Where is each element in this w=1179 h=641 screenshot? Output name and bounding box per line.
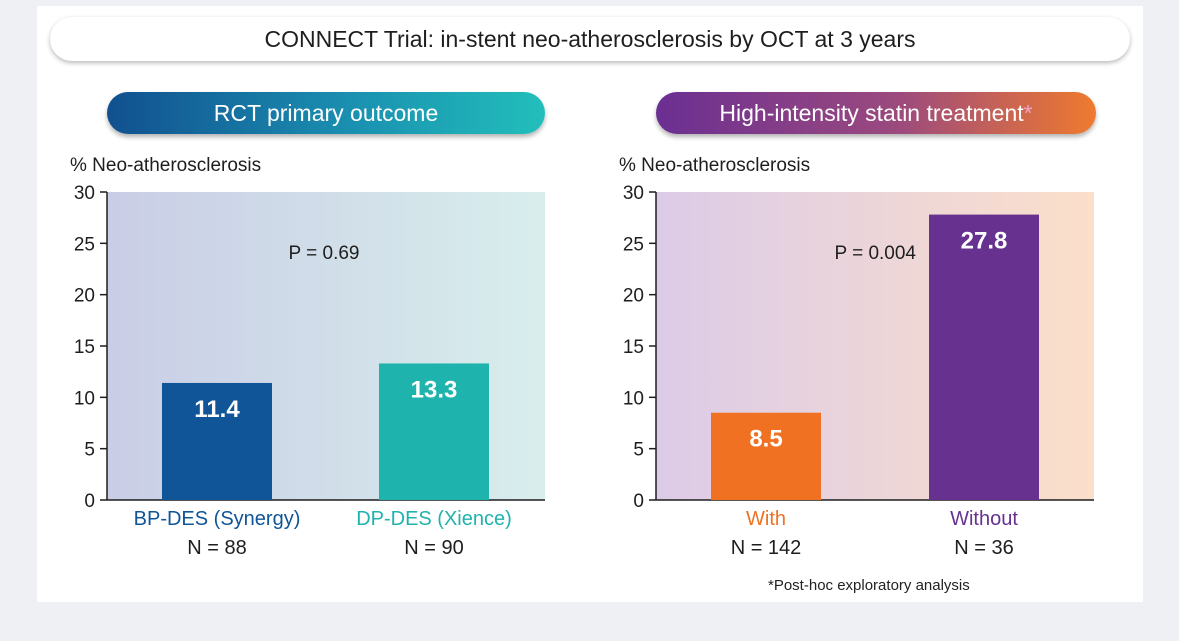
x-n-label-0-0: N = 88: [187, 537, 246, 559]
panel-heading-rct-text: RCT primary outcome: [213, 99, 439, 126]
y-tick-label-0-3: 15: [74, 337, 95, 358]
y-axis-label-0: % Neo-atherosclerosis: [70, 155, 261, 176]
y-tick-label-1-1: 5: [633, 440, 644, 461]
main-title: CONNECT Trial: in-stent neo-atherosclero…: [50, 17, 1130, 61]
panel-heading-statin: High-intensity statin treatment *: [656, 92, 1096, 134]
y-tick-label-0-5: 25: [74, 234, 95, 255]
y-tick-label-0-4: 20: [74, 286, 95, 307]
bar-value-label-0-1: 13.3: [411, 376, 458, 403]
footnote: *Post-hoc exploratory analysis: [768, 577, 970, 594]
y-tick-label-1-4: 20: [623, 286, 644, 307]
x-n-label-1-1: N = 36: [954, 537, 1013, 559]
panel-heading-statin-asterisk: *: [1023, 99, 1033, 126]
y-tick-label-0-1: 5: [84, 440, 95, 461]
x-category-label-0-0: BP-DES (Synergy): [134, 508, 301, 530]
bar-0-1: [379, 363, 489, 500]
p-value-annotation-0: P = 0.69: [289, 243, 360, 264]
x-n-label-1-0: N = 142: [731, 537, 802, 559]
y-tick-label-0-2: 10: [74, 388, 95, 409]
panel-heading-statin-text: High-intensity statin treatment: [719, 99, 1024, 126]
bar-1-0: [711, 412, 821, 500]
bar-1-1: [929, 214, 1039, 500]
panel-heading-rct: RCT primary outcome: [107, 92, 545, 134]
y-tick-label-1-2: 10: [623, 388, 644, 409]
y-tick-label-1-5: 25: [623, 234, 644, 255]
y-tick-label-1-3: 15: [623, 337, 644, 358]
y-tick-label-1-0: 0: [633, 491, 644, 512]
bar-value-label-1-0: 8.5: [749, 426, 782, 453]
y-tick-label-0-0: 0: [84, 491, 95, 512]
x-category-label-1-1: Without: [950, 508, 1018, 530]
x-n-label-0-1: N = 90: [404, 537, 463, 559]
y-axis-label-1: % Neo-atherosclerosis: [619, 155, 810, 176]
y-tick-label-1-6: 30: [623, 183, 644, 204]
y-tick-label-0-6: 30: [74, 183, 95, 204]
bar-value-label-1-1: 27.8: [961, 228, 1008, 255]
bar-value-label-0-0: 11.4: [194, 396, 240, 423]
x-category-label-0-1: DP-DES (Xience): [356, 508, 512, 530]
x-category-label-1-0: With: [746, 508, 786, 530]
p-value-annotation-1: P = 0.004: [834, 243, 916, 264]
bar-0-0: [162, 382, 272, 500]
